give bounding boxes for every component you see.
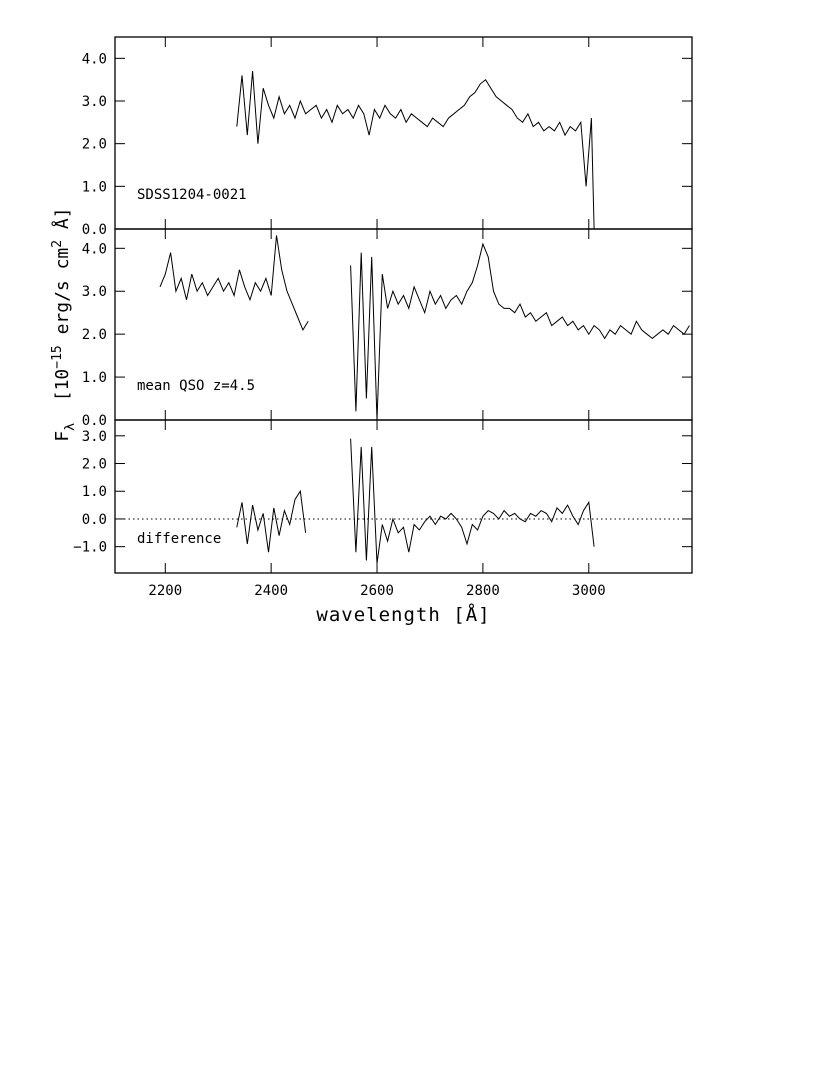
x-tick-label: 3000 [572,583,606,599]
panel-frame [114,419,693,574]
y-tick-label: 3.0 [82,284,107,300]
y-tick-label: 4.0 [82,241,107,257]
y-axis-label-part: F [52,431,73,442]
y-axis-label-part: λ [63,423,78,431]
y-tick-label: 0.0 [82,222,107,238]
y-axis-label-part: 2 [50,240,65,248]
panel-annotation: difference [137,531,221,547]
spectrum-line [236,71,595,230]
y-tick-label: 2.0 [82,137,107,153]
x-axis-label: wavelength [Å] [316,603,490,626]
panel-annotation: mean QSO z=4.5 [137,378,255,394]
y-tick-label: 1.0 [82,370,107,386]
y-axis-label-part: −15 [50,345,65,368]
y-tick-label: 4.0 [82,51,107,67]
y-tick-label: 1.0 [82,179,107,195]
y-tick-label: −1.0 [73,540,107,556]
y-axis-label: Fλ [10−15 erg/s cm2 Å] [50,207,78,441]
panel-annotation: SDSS1204-0021 [137,187,247,203]
y-tick-label: 0.0 [82,413,107,429]
y-tick-label: 2.0 [82,327,107,343]
spectrum-line [236,438,595,564]
y-tick-label: 0.0 [82,512,107,528]
x-tick-label: 2400 [254,583,288,599]
x-tick-label: 2800 [466,583,500,599]
y-axis-label-part: Å] [51,207,73,240]
y-axis-label-part: [10 [52,369,73,423]
y-tick-label: 3.0 [82,94,107,110]
x-tick-label: 2200 [148,583,182,599]
spectrum-line [159,235,690,421]
x-tick-label: 2600 [360,583,394,599]
y-tick-label: 3.0 [82,429,107,445]
y-tick-label: 1.0 [82,484,107,500]
y-tick-label: 2.0 [82,457,107,473]
y-axis-label-part: erg/s cm [52,248,73,346]
